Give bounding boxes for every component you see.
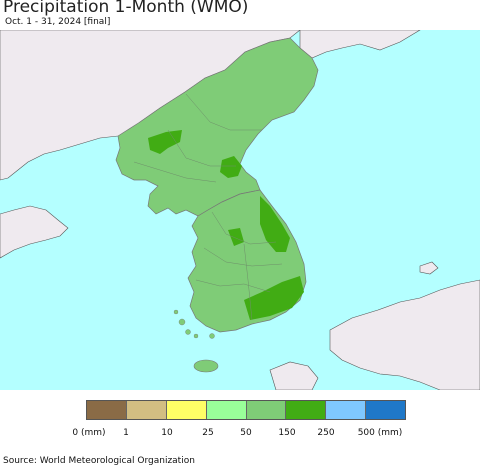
shandong-peninsula (0, 205, 69, 259)
heavy-rain-zone-east-coast (260, 196, 290, 252)
legend-swatch-3 (206, 401, 247, 419)
japan-island (419, 261, 439, 275)
north-korea (115, 37, 319, 217)
legend-label-3: 25 (202, 428, 214, 438)
legend-swatch-5 (286, 401, 327, 419)
source-credit: Source: World Meteorological Organizatio… (3, 456, 195, 466)
precipitation-legend (86, 400, 406, 420)
legend-label-7: 500 (mm) (357, 428, 403, 438)
legend-swatch-6 (326, 401, 367, 419)
page-title: Precipitation 1-Month (WMO) (3, 0, 249, 17)
heavy-rain-zone-west (228, 228, 244, 246)
heavy-rain-zone-south-coast (244, 276, 304, 320)
legend-swatch-0 (87, 401, 127, 419)
japan-landmass (329, 279, 480, 390)
legend-label-4: 50 (240, 428, 252, 438)
legend-label-6: 250 (317, 428, 335, 438)
date-range-subtitle: Oct. 1 - 31, 2024 [final] (5, 17, 111, 27)
heavy-rain-zone-nw (148, 130, 182, 154)
japan-kyushu (269, 361, 319, 390)
legend-swatch-4 (246, 401, 287, 419)
jeju-island (193, 359, 219, 373)
legend-label-2: 10 (161, 428, 173, 438)
legend-label-5: 150 (278, 428, 296, 438)
southwest-islands (173, 309, 215, 339)
legend-swatch-1 (126, 401, 167, 419)
legend-label-1: 1 (123, 428, 129, 438)
legend-swatch-2 (166, 401, 207, 419)
legend-label-0: 0 (mm) (72, 428, 106, 438)
precipitation-map (0, 30, 480, 390)
province-borders (133, 93, 283, 321)
legend-swatch-7 (366, 401, 405, 419)
heavy-rain-zone-north-central (220, 156, 242, 178)
